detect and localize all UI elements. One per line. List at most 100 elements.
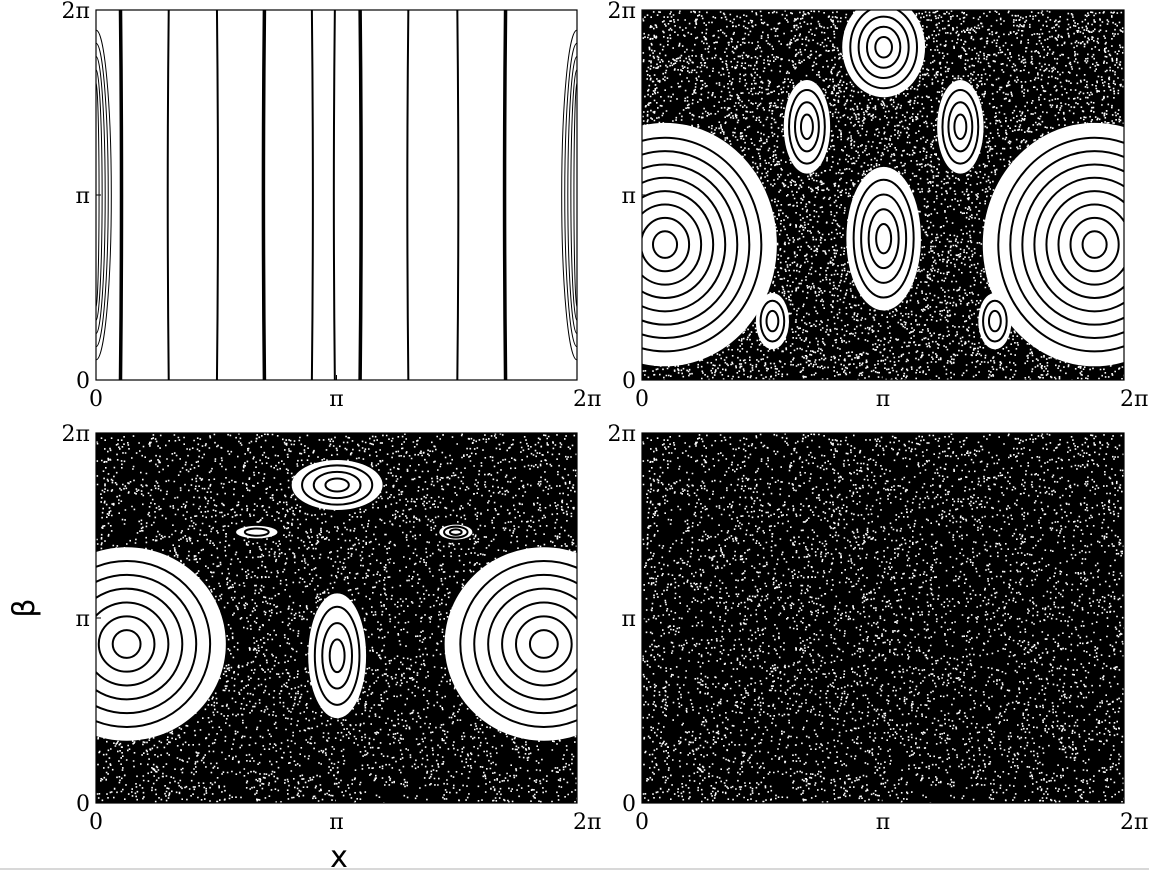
invariant-curve: [96, 587, 184, 701]
stability-island: [842, 10, 926, 98]
plot-area: [96, 10, 577, 380]
invariant-curve: [301, 464, 374, 506]
invariant-curve: [799, 113, 814, 141]
orbit-line: [332, 10, 336, 380]
invariant-curve: [642, 136, 763, 353]
stability-island: [755, 293, 789, 350]
invariant-curve: [947, 101, 974, 153]
stability-island: [444, 547, 577, 741]
invariant-curve: [1057, 203, 1124, 286]
y-tick-label: 0: [622, 369, 636, 394]
stability-island: [291, 460, 383, 510]
invariant-curve: [448, 528, 463, 536]
invariant-curve: [941, 88, 980, 165]
orbit-line: [310, 10, 314, 380]
orbit-line: [166, 10, 170, 380]
panel-bottom-right: 0 π 2π 0 π 2π: [608, 422, 1149, 835]
stability-island: [783, 79, 831, 174]
invariant-curve: [642, 163, 739, 326]
edge-island-ring: [561, 29, 577, 361]
y-tick-label: π: [622, 184, 636, 209]
invariant-curve: [312, 470, 362, 500]
stability-island: [982, 122, 1124, 367]
y-tick-label: 2π: [608, 0, 636, 24]
y-axis-label: β: [7, 598, 42, 617]
x-tick-label: 2π: [573, 387, 601, 412]
invariant-curve: [759, 299, 786, 343]
orbit-line: [406, 10, 410, 380]
invariant-curve: [324, 477, 350, 493]
x-tick-label: 0: [635, 810, 649, 835]
invariant-curve: [96, 560, 212, 728]
plot-area: [96, 433, 577, 803]
stability-island: [96, 547, 226, 741]
plot-area: [642, 433, 1124, 803]
stability-island: [642, 122, 777, 367]
invariant-curve: [473, 573, 577, 715]
invariant-curve: [243, 527, 270, 537]
invariant-curve: [642, 216, 691, 273]
y-tick-label: 2π: [608, 422, 636, 447]
x-tick-label: 0: [89, 387, 103, 412]
plot-background: [96, 10, 577, 380]
x-tick-label: 2π: [1120, 387, 1148, 412]
stability-island: [439, 524, 473, 540]
plot-area: [642, 10, 1124, 380]
chaotic-sea: [642, 433, 1124, 803]
stability-island: [236, 525, 278, 539]
y-tick-label: π: [76, 607, 90, 632]
edge-island-ring: [573, 82, 577, 308]
invariant-curve: [321, 622, 354, 690]
x-tick-label: 0: [89, 810, 103, 835]
stability-island: [937, 79, 984, 174]
invariant-curve: [313, 605, 361, 706]
invariant-curve: [642, 190, 715, 299]
invariant-curve: [874, 36, 893, 59]
invariant-curve: [1009, 150, 1124, 339]
panels-layer: 0 π 2π 0 π 2π 0 π 2π 0 π 2π 0 π 2π 0 π 2π 0 π 2π 0 π 2π: [62, 0, 1149, 835]
invariant-curve: [1045, 190, 1124, 299]
orbit-line: [215, 10, 219, 380]
invariant-curve: [642, 203, 703, 286]
invariant-curve: [459, 560, 577, 728]
x-tick-label: π: [329, 387, 343, 412]
panel-bottom-left: 0 π 2π 0 π 2π: [62, 422, 602, 835]
invariant-curve: [443, 525, 469, 539]
invariant-curve: [852, 178, 915, 299]
invariant-curve: [875, 222, 893, 255]
invariant-curve: [865, 25, 902, 69]
x-tick-label: π: [329, 810, 343, 835]
y-tick-label: π: [76, 184, 90, 209]
invariant-curve: [642, 176, 727, 313]
x-tick-label: 2π: [573, 810, 601, 835]
invariant-curve: [788, 88, 826, 165]
invariant-curve: [982, 299, 1008, 343]
invariant-curve: [857, 15, 910, 80]
edge-island-ring: [567, 56, 577, 334]
y-tick-label: 2π: [62, 0, 90, 24]
edge-island-ring: [570, 69, 577, 321]
edge-island-ring: [96, 69, 103, 321]
orbit-line: [118, 10, 124, 380]
edge-island-ring: [96, 56, 106, 334]
invariant-curve: [1081, 230, 1108, 259]
invariant-curve: [528, 629, 559, 659]
invariant-curve: [96, 573, 198, 715]
invariant-curve: [96, 601, 170, 687]
invariant-curve: [997, 136, 1124, 353]
invariant-curve: [111, 629, 142, 659]
edge-island-ring: [564, 42, 577, 348]
invariant-curve: [987, 309, 1002, 333]
invariant-curve: [860, 193, 908, 284]
y-tick-label: 0: [622, 792, 636, 817]
x-tick-label: π: [876, 387, 890, 412]
panel-top-right: 0 π 2π 0 π 2π: [608, 0, 1149, 412]
invariant-curve: [1021, 163, 1124, 326]
invariant-curve: [793, 101, 820, 153]
x-tick-label: 2π: [1120, 810, 1148, 835]
y-tick-label: 0: [76, 792, 90, 817]
x-tick-label: 0: [635, 387, 649, 412]
invariant-curve: [97, 615, 156, 673]
y-tick-label: π: [622, 607, 636, 632]
